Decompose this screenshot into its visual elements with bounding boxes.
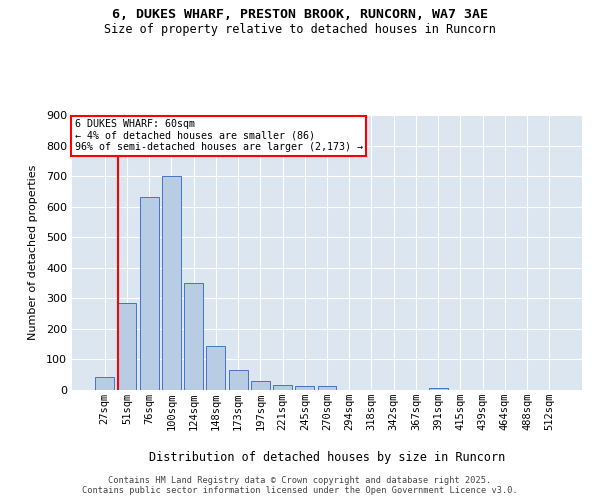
Bar: [229, 370, 248, 390]
Bar: [206, 346, 225, 390]
Bar: [317, 386, 337, 390]
Y-axis label: Number of detached properties: Number of detached properties: [28, 165, 38, 340]
Bar: [184, 283, 203, 390]
Bar: [95, 377, 114, 390]
Bar: [295, 386, 314, 390]
Text: Distribution of detached houses by size in Runcorn: Distribution of detached houses by size …: [149, 451, 505, 464]
Text: Size of property relative to detached houses in Runcorn: Size of property relative to detached ho…: [104, 22, 496, 36]
Bar: [118, 303, 136, 390]
Text: 6, DUKES WHARF, PRESTON BROOK, RUNCORN, WA7 3AE: 6, DUKES WHARF, PRESTON BROOK, RUNCORN, …: [112, 8, 488, 20]
Bar: [140, 197, 158, 390]
Text: Contains HM Land Registry data © Crown copyright and database right 2025.
Contai: Contains HM Land Registry data © Crown c…: [82, 476, 518, 495]
Bar: [162, 176, 181, 390]
Text: 6 DUKES WHARF: 60sqm
← 4% of detached houses are smaller (86)
96% of semi-detach: 6 DUKES WHARF: 60sqm ← 4% of detached ho…: [74, 119, 362, 152]
Bar: [429, 388, 448, 390]
Bar: [251, 382, 270, 390]
Bar: [273, 386, 292, 390]
